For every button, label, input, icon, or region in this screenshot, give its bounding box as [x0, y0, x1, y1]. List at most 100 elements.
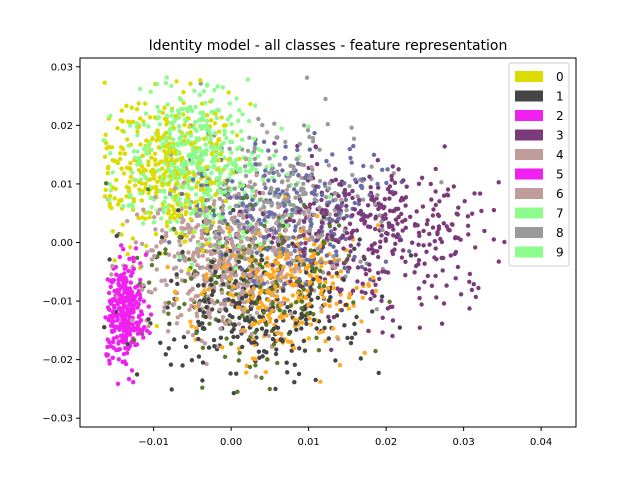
- series-8-point: [379, 219, 384, 224]
- series-1-point: [165, 305, 170, 310]
- series-3-point: [354, 228, 360, 233]
- extra-1-point: [253, 141, 258, 146]
- series-3-point: [434, 295, 439, 300]
- extra-2-point: [280, 223, 286, 228]
- series-3-point: [398, 237, 404, 243]
- series-8-point: [327, 181, 332, 186]
- series-2-point: [130, 255, 136, 260]
- series-3-point: [471, 282, 476, 287]
- extra-2-point: [301, 202, 307, 208]
- extra-1-point: [322, 181, 327, 186]
- series-2-point: [128, 280, 133, 285]
- series-4-point: [190, 234, 196, 239]
- series-7-point: [198, 110, 203, 116]
- series-3-point: [361, 254, 366, 259]
- series-9-point: [248, 222, 253, 227]
- series-1-point: [114, 233, 119, 239]
- series-4-point: [200, 253, 206, 258]
- series-9-point: [167, 219, 173, 224]
- extra-1-point: [283, 155, 288, 161]
- series-0-point: [135, 129, 140, 134]
- series-0-point: [237, 156, 242, 162]
- series-7-point: [146, 124, 151, 129]
- series-0-point: [105, 171, 111, 176]
- series-3-point: [341, 216, 346, 221]
- extra-1-point: [216, 231, 222, 236]
- series-3-point: [433, 246, 438, 251]
- series-5-point: [127, 308, 132, 313]
- series-8-point: [355, 194, 360, 199]
- series-9-point: [141, 147, 147, 152]
- series-7-point: [181, 159, 187, 164]
- series-0-point: [205, 113, 210, 118]
- series-3-point: [328, 260, 333, 265]
- series-0-point: [128, 142, 134, 147]
- series-9-point: [196, 242, 202, 247]
- extra-0-point: [305, 288, 310, 294]
- series-7-point: [237, 108, 242, 113]
- series-8-point: [325, 122, 330, 127]
- series-7-point: [205, 83, 210, 88]
- extra-0-point: [315, 213, 320, 219]
- series-4-point: [141, 207, 146, 212]
- series-6-point: [209, 298, 214, 303]
- extra-1-point: [302, 175, 307, 181]
- series-4-point: [205, 257, 210, 262]
- series-4-point: [253, 374, 259, 379]
- series-9-point: [194, 136, 199, 141]
- series-3-point: [401, 178, 406, 183]
- series-9-point: [258, 242, 263, 247]
- series-6-point: [212, 242, 218, 248]
- series-8-point: [247, 135, 252, 140]
- series-5-point: [115, 314, 120, 319]
- series-0-point: [183, 209, 189, 215]
- x-tick-label: −0.01: [138, 437, 169, 448]
- series-7-point: [212, 158, 217, 163]
- series-7-point: [256, 147, 261, 152]
- series-1-point: [168, 362, 174, 367]
- series-4-point: [220, 208, 225, 213]
- series-3-point: [271, 235, 276, 240]
- series-8-point: [276, 247, 281, 252]
- series-0-point: [164, 122, 169, 127]
- series-1-point: [200, 321, 205, 326]
- extra-0-point: [293, 275, 298, 281]
- series-3-point: [447, 228, 452, 233]
- series-1-point: [107, 257, 112, 262]
- series-8-point: [308, 173, 313, 178]
- series-1-point: [322, 325, 327, 331]
- series-2-point: [121, 247, 126, 252]
- series-3-point: [359, 217, 364, 223]
- series-1-point: [196, 354, 202, 359]
- series-3-point: [390, 164, 395, 169]
- series-1-point: [309, 297, 314, 302]
- series-4-point: [163, 231, 169, 236]
- series-1-point: [333, 358, 338, 363]
- extra-1-point: [222, 297, 227, 303]
- extra-0-point: [225, 225, 230, 230]
- series-3-point: [357, 198, 362, 203]
- series-3-point: [399, 255, 405, 260]
- series-8-point: [304, 75, 310, 80]
- series-3-point: [473, 245, 478, 250]
- series-3-point: [432, 239, 437, 244]
- extra-2-point: [163, 251, 168, 256]
- series-6-point: [211, 202, 216, 207]
- series-3-point: [383, 216, 388, 221]
- series-8-point: [335, 259, 340, 264]
- series-7-point: [156, 115, 161, 120]
- extra-1-point: [312, 188, 317, 193]
- series-0-point: [152, 115, 158, 120]
- series-8-point: [307, 134, 312, 140]
- extra-0-point: [278, 254, 283, 259]
- extra-1-point: [308, 218, 313, 224]
- series-5-point: [104, 352, 109, 357]
- extra-1-point: [324, 158, 329, 164]
- series-7-point: [216, 183, 221, 188]
- extra-1-point: [225, 178, 230, 183]
- series-6-point: [315, 234, 320, 239]
- series-0-point: [125, 119, 131, 124]
- series-3-point: [437, 199, 442, 204]
- series-9-point: [140, 221, 146, 226]
- series-9-point: [215, 151, 220, 157]
